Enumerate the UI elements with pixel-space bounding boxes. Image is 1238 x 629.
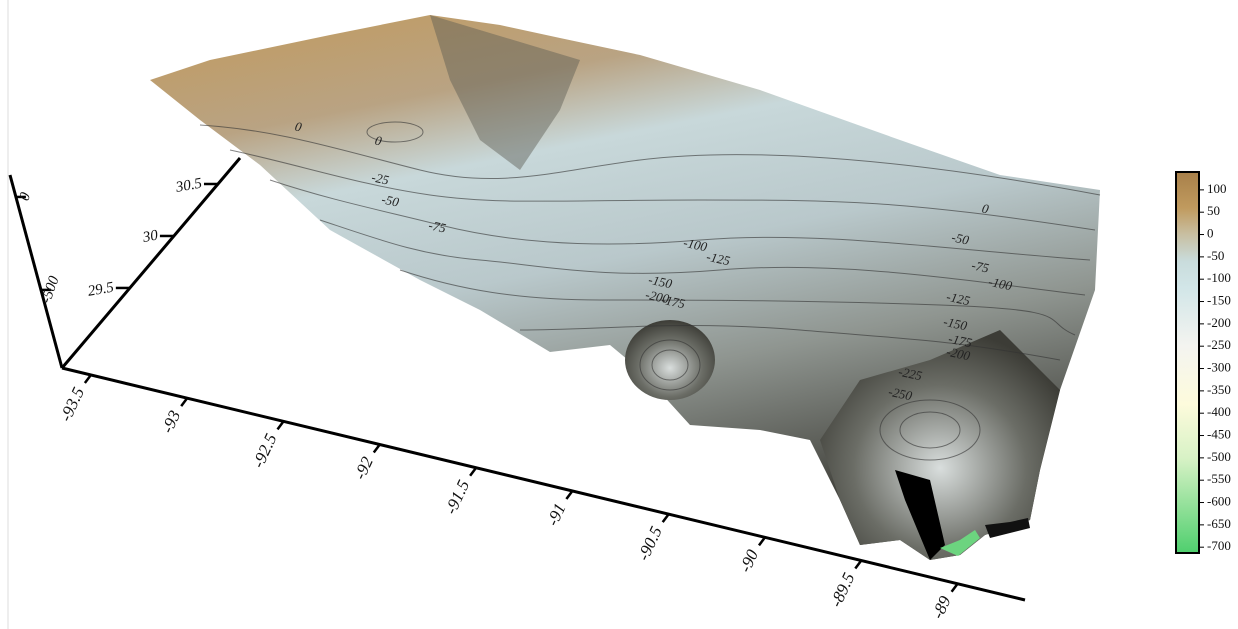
colorbar-tick-label: -450 bbox=[1207, 427, 1231, 442]
y-tick-label: 30 bbox=[141, 227, 160, 246]
colorbar-tick-label: -600 bbox=[1207, 494, 1231, 509]
colorbar-tick-label: -650 bbox=[1207, 516, 1231, 531]
chart: -93.5-93-92.5-92-91.5-91-90.5-90-89.5-89… bbox=[0, 0, 1238, 629]
colorbar-tick-label: -250 bbox=[1207, 337, 1231, 352]
colorbar-tick-label: -550 bbox=[1207, 471, 1231, 486]
colorbar-tick-label: -350 bbox=[1207, 382, 1231, 397]
colorbar-tick-label: -700 bbox=[1207, 538, 1231, 553]
colorbar-tick-label: -50 bbox=[1207, 248, 1224, 263]
colorbar-tick-label: -100 bbox=[1207, 270, 1231, 285]
surface-dome bbox=[625, 320, 715, 400]
colorbar-tick-label: 50 bbox=[1207, 203, 1220, 218]
colorbar-tick-label: -400 bbox=[1207, 404, 1231, 419]
colorbar-tick-label: -200 bbox=[1207, 315, 1231, 330]
colorbar-tick-label: 100 bbox=[1207, 181, 1227, 196]
colorbar-tick-label: -500 bbox=[1207, 449, 1231, 464]
colorbar-tick-label: 0 bbox=[1207, 226, 1214, 241]
colorbar bbox=[1176, 172, 1199, 553]
colorbar-tick-label: -300 bbox=[1207, 360, 1231, 375]
colorbar-tick-label: -150 bbox=[1207, 293, 1231, 308]
